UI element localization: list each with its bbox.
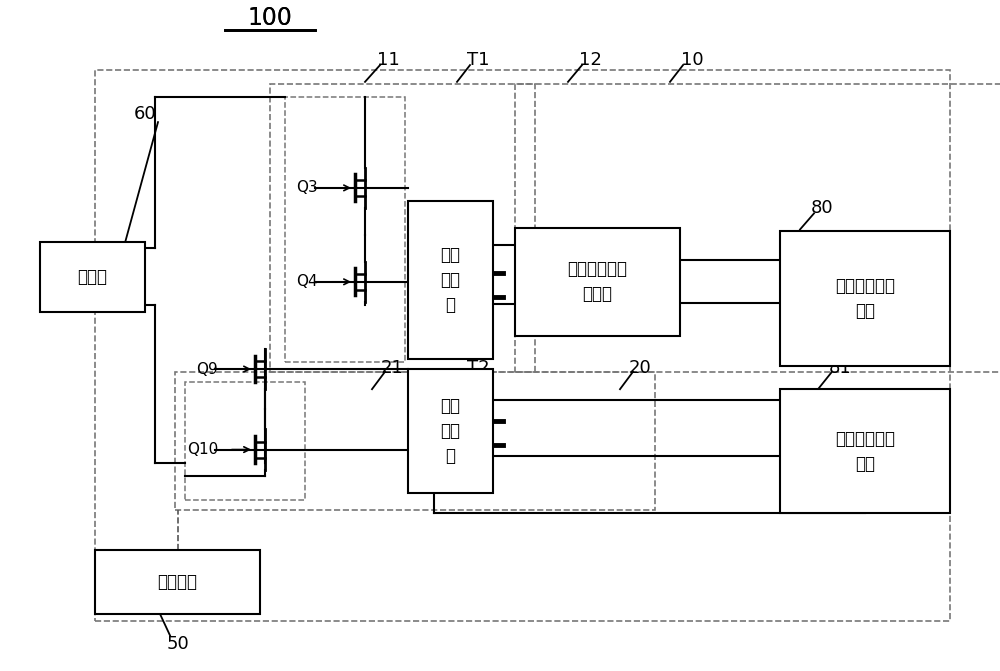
Text: 第一整流电路
模块: 第一整流电路 模块 <box>835 277 895 320</box>
FancyBboxPatch shape <box>408 201 493 359</box>
Text: 第一
变压
器: 第一 变压 器 <box>440 246 460 314</box>
Text: 第二
变压
器: 第二 变压 器 <box>440 397 460 465</box>
FancyBboxPatch shape <box>95 550 260 614</box>
Text: 81: 81 <box>829 359 851 376</box>
Text: 12: 12 <box>579 52 601 69</box>
Text: 50: 50 <box>167 635 189 653</box>
Text: 100: 100 <box>248 6 292 30</box>
Text: T2: T2 <box>467 359 489 376</box>
Text: 10: 10 <box>681 52 703 69</box>
FancyBboxPatch shape <box>780 231 950 366</box>
Text: 三桥臂电路转
换单元: 三桥臂电路转 换单元 <box>568 260 628 303</box>
FancyBboxPatch shape <box>780 389 950 513</box>
Text: Q4: Q4 <box>296 274 318 289</box>
Text: Q10: Q10 <box>187 442 219 457</box>
FancyBboxPatch shape <box>408 369 493 493</box>
Text: 80: 80 <box>811 199 833 217</box>
Text: 100: 100 <box>248 6 292 30</box>
Text: Q9: Q9 <box>196 362 218 376</box>
Text: 11: 11 <box>377 52 399 69</box>
Text: Q3: Q3 <box>296 180 318 195</box>
Text: 21: 21 <box>381 359 403 376</box>
Text: 60: 60 <box>134 105 156 123</box>
Text: 20: 20 <box>629 359 651 376</box>
Text: T1: T1 <box>467 52 489 69</box>
Text: 电单元: 电单元 <box>78 268 108 286</box>
Text: 控制模块: 控制模块 <box>158 573 198 591</box>
FancyBboxPatch shape <box>40 242 145 312</box>
FancyBboxPatch shape <box>515 228 680 336</box>
Text: 第二整流电路
模块: 第二整流电路 模块 <box>835 429 895 473</box>
